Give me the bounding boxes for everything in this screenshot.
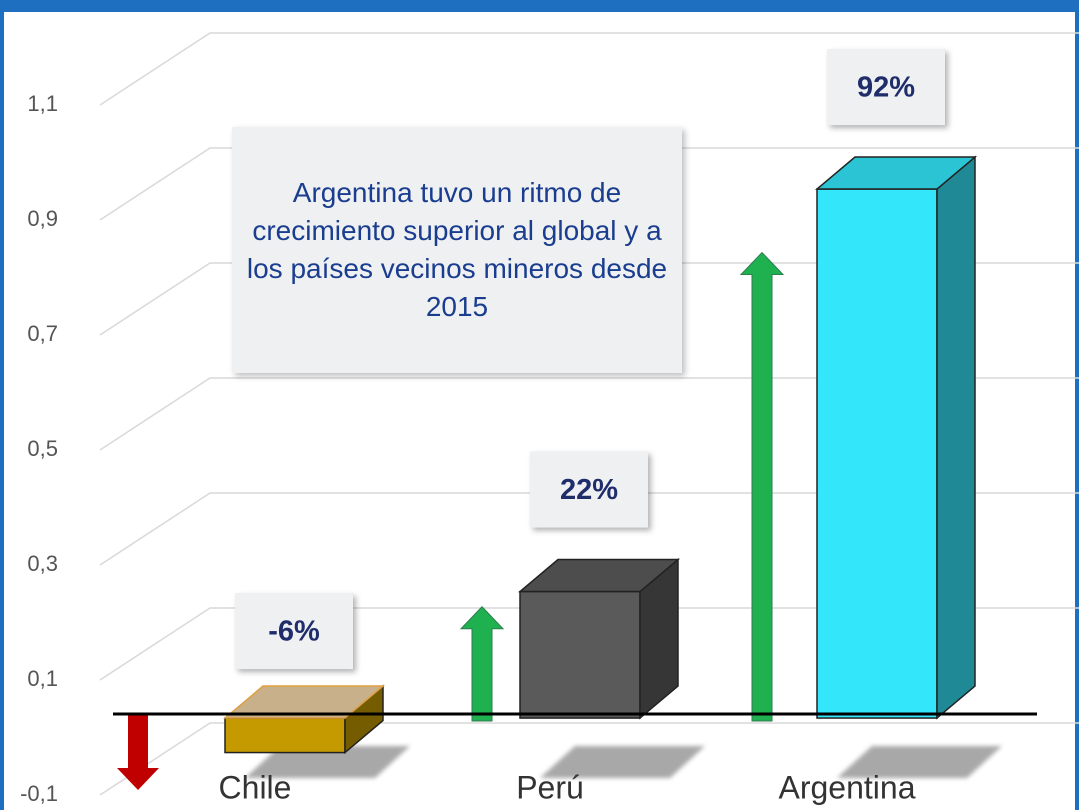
x-tick-label: Chile	[219, 769, 292, 805]
bar	[517, 557, 681, 720]
value-label-box	[530, 451, 648, 528]
bar-shadow	[837, 746, 1002, 778]
value-label-box	[827, 49, 945, 126]
y-tick-label: 0,3	[27, 551, 58, 576]
x-tick-label: Argentina	[779, 769, 916, 805]
arrow	[739, 251, 785, 722]
grid-line	[99, 607, 1079, 681]
grid-line	[99, 147, 1079, 221]
y-tick-label: -0,1	[20, 781, 58, 806]
bar-shadow	[540, 746, 705, 778]
bar-top	[222, 685, 386, 719]
bar-front	[224, 717, 346, 754]
y-tick-label: 0,5	[27, 436, 58, 461]
bar-shadow	[245, 746, 410, 778]
bar-top	[517, 558, 681, 593]
grid-line	[99, 377, 1079, 451]
annotation: Argentina tuvo un ritmo de crecimiento s…	[232, 127, 682, 373]
grid-line	[99, 32, 1079, 106]
grid-line	[99, 262, 1079, 336]
bar	[814, 155, 978, 720]
bar-front	[816, 188, 938, 719]
bar	[222, 684, 386, 755]
y-tick-label: 0,1	[27, 666, 58, 691]
value-label-box	[235, 593, 353, 670]
y-tick-label: 0,9	[27, 206, 58, 231]
arrow	[459, 606, 505, 722]
bar-side	[936, 155, 976, 720]
value-label: 92%	[857, 72, 915, 104]
bar-top	[814, 156, 978, 190]
y-tick-label: 1,1	[27, 91, 58, 116]
bar-front	[519, 590, 641, 719]
y-tick-label: 0,7	[27, 321, 58, 346]
value-label: 22%	[560, 474, 618, 506]
x-tick-label: Perú	[516, 769, 584, 805]
grid-line	[99, 492, 1079, 566]
value-label: -6%	[268, 616, 320, 648]
arrow	[117, 715, 159, 790]
